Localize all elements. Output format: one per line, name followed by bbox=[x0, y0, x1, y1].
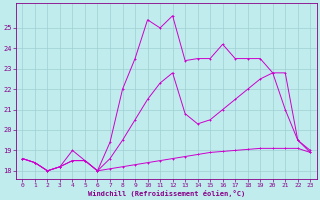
X-axis label: Windchill (Refroidissement éolien,°C): Windchill (Refroidissement éolien,°C) bbox=[88, 190, 245, 197]
